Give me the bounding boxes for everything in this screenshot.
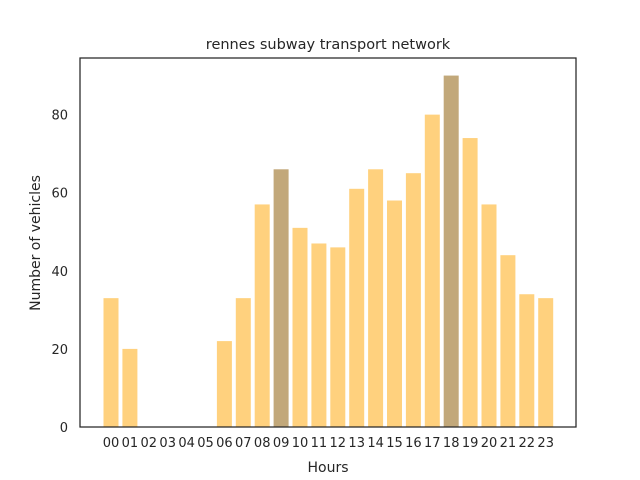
x-tick-label: 08: [254, 436, 271, 451]
bar-19: [462, 138, 478, 428]
x-tick-label: 06: [216, 436, 233, 451]
x-axis-label: Hours: [307, 460, 348, 476]
bar-16: [405, 173, 421, 427]
x-tick-label: 12: [330, 436, 347, 451]
x-tick-label: 14: [367, 436, 384, 451]
bar-00: [103, 298, 119, 427]
x-tick-label: 20: [481, 436, 498, 451]
y-axis-label: Number of vehicles: [28, 175, 44, 311]
x-tick-label: 13: [348, 436, 365, 451]
x-tick-label: 02: [141, 436, 158, 451]
y-tick-label: 80: [51, 109, 68, 124]
x-tick-label: 23: [537, 436, 554, 451]
y-tick-label: 0: [60, 421, 68, 436]
bar-20: [481, 204, 497, 427]
y-tick-label: 20: [51, 343, 68, 358]
bar-18: [443, 75, 459, 427]
x-tick-label: 17: [424, 436, 441, 451]
bar-08: [254, 204, 270, 427]
x-axis-ticks: 00 01 02 03 04 05 06 07 08 09 10 11 12 13 14 15 16 17 18 19…: [103, 436, 554, 451]
bar-07: [235, 298, 251, 427]
bar-17: [424, 114, 440, 428]
x-tick-label: 18: [443, 436, 460, 451]
x-tick-label: 09: [273, 436, 290, 451]
y-tick-label: 60: [51, 187, 68, 202]
y-tick-label: 40: [51, 265, 68, 280]
bar-10: [292, 227, 308, 427]
x-tick-label: 04: [178, 436, 195, 451]
bar-09: [273, 169, 289, 428]
x-tick-label: 16: [405, 436, 422, 451]
bar-12: [330, 247, 346, 427]
bar-15: [387, 200, 402, 427]
bar-13: [349, 188, 365, 427]
x-tick-label: 21: [500, 436, 517, 451]
x-tick-label: 15: [386, 436, 403, 451]
x-tick-label: 01: [122, 436, 139, 451]
bar-11: [311, 243, 327, 427]
x-tick-label: 22: [519, 436, 536, 451]
x-tick-label: 11: [311, 436, 328, 451]
x-tick-label: 05: [197, 436, 214, 451]
plot-frame: [79, 57, 577, 428]
bar-22: [519, 294, 535, 427]
bar-06: [216, 341, 232, 427]
bar-01: [122, 348, 138, 427]
x-tick-label: 10: [292, 436, 309, 451]
x-tick-label: 03: [159, 436, 176, 451]
bar-14: [368, 169, 384, 428]
x-tick-label: 19: [462, 436, 479, 451]
bars-group: [103, 75, 554, 428]
y-axis-ticks: 0 20 40 60 80: [51, 109, 68, 436]
chart-title: rennes subway transport network: [206, 37, 451, 53]
bar-23: [538, 298, 554, 427]
bar-21: [500, 255, 516, 427]
x-tick-label: 07: [235, 436, 252, 451]
x-tick-label: 00: [103, 436, 120, 451]
